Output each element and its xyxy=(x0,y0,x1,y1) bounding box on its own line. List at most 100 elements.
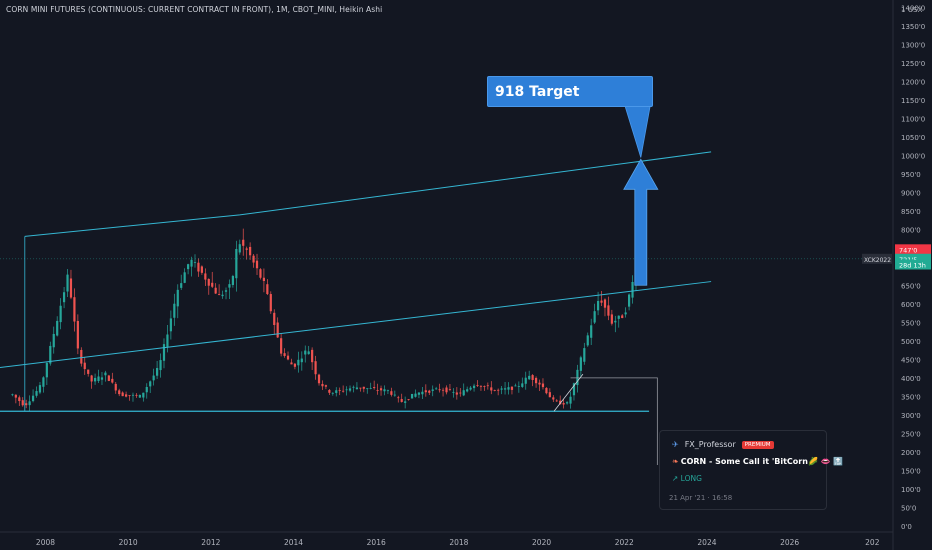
candle-body xyxy=(31,395,35,402)
candle-body xyxy=(424,390,427,393)
candle-body xyxy=(45,362,48,378)
author-name[interactable]: FX_Professor xyxy=(684,440,736,449)
candle-body xyxy=(135,394,138,396)
candle-body xyxy=(62,292,66,303)
candle-body xyxy=(521,383,524,387)
price-tick-label: 150'0 xyxy=(901,468,921,476)
candle-body xyxy=(545,387,548,394)
candle-body xyxy=(297,359,300,366)
time-tick-label: 2026 xyxy=(780,538,799,547)
candle-body xyxy=(87,369,90,374)
idea-title[interactable]: CORN - Some Call it 'BitCorn🌽 👄 🔝 xyxy=(680,457,844,466)
candle-body xyxy=(145,387,148,393)
candle-body xyxy=(483,386,486,387)
candle-body xyxy=(548,392,551,398)
candle-body xyxy=(28,401,31,406)
candle-body xyxy=(410,393,414,399)
price-label-box xyxy=(895,244,931,255)
candle-body xyxy=(369,388,372,389)
candle-body xyxy=(128,395,131,396)
price-tick-label: 0'0 xyxy=(901,523,912,531)
price-tick-label: 50'0 xyxy=(901,505,916,513)
candle-body xyxy=(11,394,14,396)
channel-lower-line xyxy=(0,281,712,369)
candle-body xyxy=(404,401,407,403)
price-tick-label: 550'0 xyxy=(901,319,921,327)
candle-body xyxy=(156,368,159,376)
candle-body xyxy=(304,350,307,355)
candle-body xyxy=(603,299,607,308)
candle-body xyxy=(100,377,104,380)
price-tick-label: 650'0 xyxy=(901,282,921,290)
candle-body xyxy=(76,320,79,349)
candle-body xyxy=(376,389,379,391)
candle-body xyxy=(97,376,100,382)
contract-label-box xyxy=(862,253,892,264)
candle-body xyxy=(25,403,28,406)
candle-body xyxy=(166,334,169,347)
contract-label-text: XCK2022 xyxy=(864,257,891,264)
candle-body xyxy=(200,266,203,273)
idea-card[interactable]: ✈ FX_Professor PREMIUM ❧ CORN - Some Call i… xyxy=(659,430,843,510)
candle-body xyxy=(345,389,348,391)
candle-body xyxy=(576,369,579,386)
time-tick-label: 2008 xyxy=(36,538,55,547)
candle-body xyxy=(590,325,593,338)
price-axis[interactable]: 1400'01350'01300'01250'01200'01150'01100… xyxy=(892,0,925,550)
candle-body xyxy=(300,358,303,363)
currency-label: USX xyxy=(908,6,923,14)
time-tick-label: 2022 xyxy=(615,538,634,547)
candle-body xyxy=(490,387,493,391)
idea-direction: ↗ LONG xyxy=(672,474,702,483)
price-tick-label: 450'0 xyxy=(901,356,921,364)
candle-body xyxy=(538,382,541,385)
time-tick-label: 2018 xyxy=(449,538,468,547)
candle-body xyxy=(366,388,369,390)
candle-body xyxy=(214,287,217,294)
price-label-text: 28d 13h xyxy=(899,262,926,270)
rise-line xyxy=(553,373,584,412)
candle-body xyxy=(328,389,331,393)
candle-body xyxy=(472,385,476,389)
candle-body xyxy=(290,362,293,365)
candle-body xyxy=(397,397,400,399)
candle-body xyxy=(493,390,496,391)
time-axis[interactable]: 2008 2010 2012 2014 2016 2018 2020 2022 2024 2026… xyxy=(0,531,893,547)
price-label-box xyxy=(895,259,931,270)
price-tick-label: 1000'0 xyxy=(901,153,925,161)
price-tick-label: 1200'0 xyxy=(901,79,925,87)
premium-badge: PREMIUM xyxy=(741,441,774,449)
candle-body xyxy=(435,388,438,390)
candle-body xyxy=(607,305,610,316)
candle-body xyxy=(255,260,259,269)
candle-body xyxy=(459,392,462,394)
candle-body xyxy=(138,394,141,398)
candle-body xyxy=(335,390,338,393)
price-tick-label: 1300'0 xyxy=(901,41,925,49)
time-tick-label: 2012 xyxy=(201,538,220,547)
price-tick-label: 600'0 xyxy=(901,301,921,309)
candle-body xyxy=(149,381,152,387)
idea-title-row[interactable]: ❧ CORN - Some Call it 'BitCorn🌽 👄 🔝 xyxy=(672,457,843,466)
time-tick-label: 202 xyxy=(865,538,880,547)
candle-body xyxy=(314,361,317,375)
candle-body xyxy=(593,311,596,323)
candle-body xyxy=(621,315,624,319)
candle-body xyxy=(517,386,520,387)
chart-title: CORN MINI FUTURES (CONTINUOUS: CURRENT C… xyxy=(6,5,383,14)
candle-body xyxy=(107,375,110,381)
drawings-group[interactable] xyxy=(0,95,893,465)
candle-body xyxy=(56,320,59,336)
target-callout[interactable]: 918 Target xyxy=(487,76,653,107)
candle-body xyxy=(528,375,531,380)
candle-body xyxy=(197,262,200,272)
candle-body xyxy=(176,289,179,307)
idea-author[interactable]: ✈ FX_Professor PREMIUM xyxy=(672,440,774,449)
candle-body xyxy=(510,386,514,390)
candle-body xyxy=(83,362,86,370)
candle-body xyxy=(118,390,121,395)
candle-body xyxy=(228,284,231,288)
candle-body xyxy=(500,388,503,390)
